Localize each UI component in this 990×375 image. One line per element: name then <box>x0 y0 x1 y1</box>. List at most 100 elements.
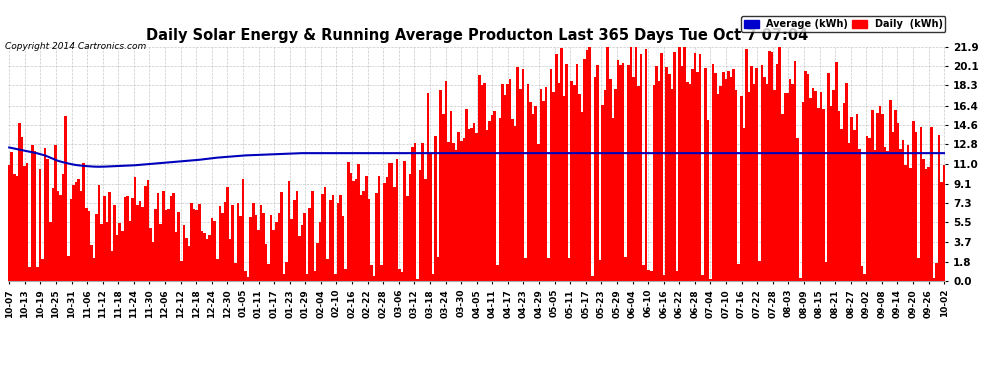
Bar <box>145 186 147 281</box>
Bar <box>126 196 129 281</box>
Bar <box>465 109 467 281</box>
Bar <box>622 63 625 281</box>
Bar <box>894 110 897 281</box>
Bar <box>314 271 316 281</box>
Bar <box>581 112 583 281</box>
Bar <box>733 69 735 281</box>
Bar <box>406 196 409 281</box>
Bar <box>359 195 362 281</box>
Bar <box>417 279 419 281</box>
Bar <box>345 269 346 281</box>
Bar <box>644 49 647 281</box>
Bar <box>460 141 462 281</box>
Bar <box>907 145 910 281</box>
Bar <box>835 62 838 281</box>
Bar <box>467 129 470 281</box>
Bar <box>709 279 712 281</box>
Bar <box>454 150 457 281</box>
Bar <box>607 47 609 281</box>
Bar <box>519 88 522 281</box>
Bar <box>822 109 825 281</box>
Bar <box>42 259 44 281</box>
Bar <box>699 54 702 281</box>
Bar <box>229 238 232 281</box>
Bar <box>275 222 277 281</box>
Bar <box>437 257 440 281</box>
Bar <box>681 66 683 281</box>
Bar <box>668 74 670 281</box>
Bar <box>69 200 72 281</box>
Bar <box>886 151 889 281</box>
Bar <box>21 137 24 281</box>
Bar <box>34 151 37 281</box>
Bar <box>486 130 488 281</box>
Bar <box>411 147 414 281</box>
Bar <box>267 264 270 281</box>
Bar <box>555 54 557 281</box>
Bar <box>691 69 694 281</box>
Bar <box>272 231 275 281</box>
Bar <box>920 128 923 281</box>
Bar <box>106 222 108 281</box>
Bar <box>103 196 106 281</box>
Bar <box>917 258 920 281</box>
Bar <box>234 263 237 281</box>
Bar <box>802 102 804 281</box>
Bar <box>583 59 586 281</box>
Bar <box>720 86 722 281</box>
Bar <box>206 239 208 281</box>
Bar <box>910 168 912 281</box>
Bar <box>930 127 933 281</box>
Bar <box>154 209 156 281</box>
Bar <box>740 96 742 281</box>
Bar <box>277 213 280 281</box>
Bar <box>588 47 591 281</box>
Bar <box>643 265 644 281</box>
Bar <box>391 163 393 281</box>
Bar <box>530 102 532 281</box>
Bar <box>419 170 422 281</box>
Bar <box>211 217 214 281</box>
Bar <box>24 166 26 281</box>
Bar <box>175 231 177 281</box>
Bar <box>80 191 82 281</box>
Bar <box>180 261 182 281</box>
Bar <box>139 201 142 281</box>
Bar <box>393 187 396 281</box>
Bar <box>868 138 871 281</box>
Bar <box>928 167 930 281</box>
Bar <box>683 47 686 281</box>
Bar <box>340 195 342 281</box>
Bar <box>663 275 665 281</box>
Bar <box>388 163 391 281</box>
Bar <box>124 197 126 281</box>
Bar <box>254 215 257 281</box>
Bar <box>404 161 406 281</box>
Bar <box>758 261 760 281</box>
Bar <box>884 147 886 281</box>
Bar <box>866 136 868 281</box>
Bar <box>316 243 319 281</box>
Bar <box>899 149 902 281</box>
Bar <box>203 233 206 281</box>
Bar <box>208 235 211 281</box>
Bar <box>29 267 31 281</box>
Bar <box>670 89 673 281</box>
Bar <box>912 120 915 281</box>
Bar <box>251 203 254 281</box>
Bar <box>26 163 29 281</box>
Bar <box>232 205 234 281</box>
Bar <box>871 110 873 281</box>
Bar <box>704 68 707 281</box>
Bar <box>578 94 581 281</box>
Bar <box>619 65 622 281</box>
Bar <box>483 83 486 281</box>
Bar <box>841 129 842 281</box>
Bar <box>372 276 375 281</box>
Bar <box>85 208 87 281</box>
Bar <box>237 203 240 281</box>
Bar <box>522 69 524 281</box>
Bar <box>696 72 699 281</box>
Bar <box>575 64 578 281</box>
Bar <box>537 144 540 281</box>
